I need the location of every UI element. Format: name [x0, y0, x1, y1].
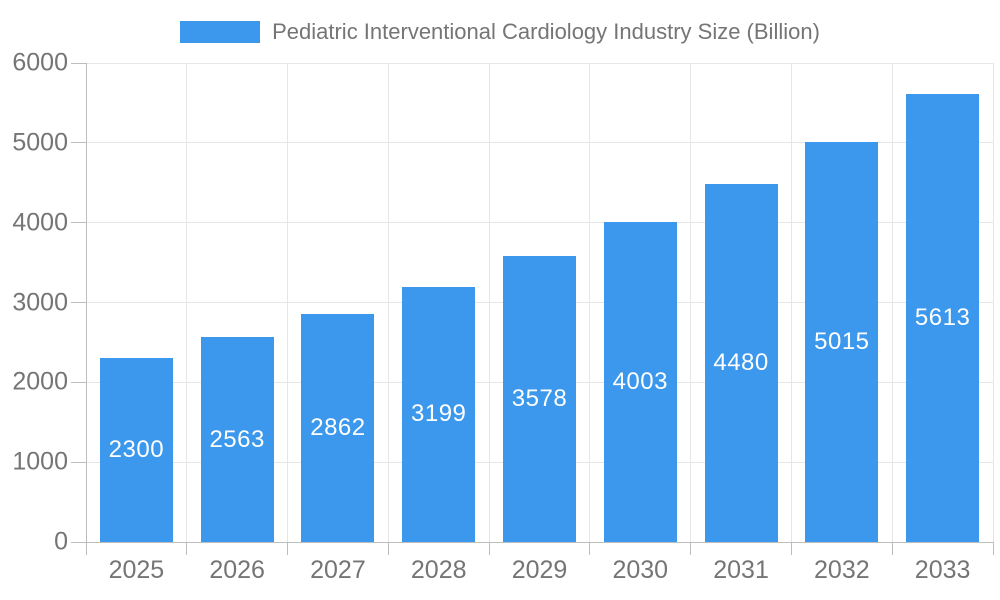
x-axis-tick [186, 542, 188, 555]
gridline-vertical [992, 63, 994, 542]
x-axis-label: 2027 [310, 556, 366, 584]
y-axis-tick [71, 461, 86, 463]
x-axis-label: 2033 [914, 556, 971, 584]
legend-swatch [180, 21, 261, 43]
x-axis-tick [287, 542, 289, 555]
gridline-vertical [387, 63, 389, 542]
y-axis-tick [71, 541, 86, 543]
bar[interactable]: 5015 [805, 141, 879, 542]
x-axis-label: 2032 [814, 556, 870, 584]
chart-legend[interactable]: Pediatric Interventional Cardiology Indu… [0, 19, 1000, 45]
bar-value-label: 5613 [914, 303, 971, 331]
y-axis-label: 1000 [12, 447, 68, 476]
bar-value-label: 5015 [814, 327, 870, 355]
y-axis-label: 0 [54, 527, 68, 556]
bar-value-label: 3199 [411, 400, 467, 428]
x-axis-label: 2031 [713, 556, 769, 584]
bar[interactable]: 4003 [603, 222, 677, 542]
bar-value-label: 2563 [209, 425, 265, 453]
bar[interactable]: 4480 [704, 184, 778, 542]
x-axis-tick [488, 542, 490, 555]
x-axis-tick [790, 542, 792, 555]
gridline-vertical [488, 63, 490, 542]
gridline-vertical [186, 63, 188, 542]
bar-value-label: 2300 [108, 436, 165, 464]
bar[interactable]: 2862 [301, 313, 375, 542]
y-axis-line [85, 63, 87, 555]
bar-value-label: 4003 [612, 368, 668, 396]
x-axis-tick [891, 542, 893, 555]
gridline-vertical [891, 63, 893, 542]
gridline-horizontal [86, 222, 993, 224]
bar[interactable]: 3199 [402, 286, 476, 542]
y-axis-tick [71, 222, 86, 224]
x-axis-tick [690, 542, 692, 555]
gridline-horizontal [86, 62, 993, 64]
bar[interactable]: 2300 [99, 358, 173, 542]
gridline-vertical [287, 63, 289, 542]
x-axis-line [86, 541, 993, 543]
y-axis-label: 2000 [12, 367, 68, 396]
bar-value-label: 3578 [511, 385, 568, 413]
gridline-vertical [690, 63, 692, 542]
bar[interactable]: 2563 [200, 337, 274, 542]
y-axis-label: 4000 [12, 208, 68, 237]
x-axis-tick [387, 542, 389, 555]
bar[interactable]: 3578 [503, 256, 576, 542]
bar-value-label: 2862 [310, 413, 366, 441]
y-axis-tick [71, 381, 86, 383]
bar-value-label: 4480 [713, 349, 769, 377]
x-axis-tick [992, 542, 994, 555]
x-axis-label: 2028 [410, 556, 467, 584]
gridline-horizontal [86, 142, 993, 144]
y-axis-tick [71, 302, 86, 303]
y-axis-label: 6000 [12, 48, 68, 77]
x-axis-label: 2025 [108, 556, 165, 584]
x-axis-label: 2026 [209, 556, 265, 584]
gridline-vertical [589, 63, 591, 542]
gridline-vertical [790, 63, 792, 542]
x-axis-tick [589, 542, 591, 555]
x-axis-label: 2030 [612, 556, 669, 584]
y-axis-tick [71, 62, 86, 64]
y-axis-label: 5000 [12, 128, 68, 157]
chart-title: Pediatric Interventional Cardiology Indu… [272, 19, 820, 44]
y-axis-tick [71, 142, 86, 144]
bar[interactable]: 5613 [906, 93, 980, 542]
y-axis-label: 3000 [12, 288, 68, 316]
x-axis-label: 2029 [511, 556, 568, 584]
